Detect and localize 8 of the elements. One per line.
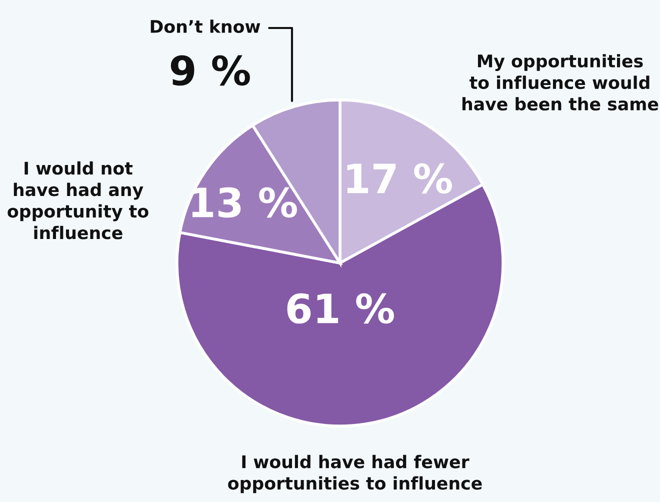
slice-label: I would not have had any opportunity to influence <box>8 161 148 240</box>
slice-label: I would have had fewer opportunities to influence <box>228 454 482 494</box>
data-label: 61 % <box>287 293 394 324</box>
slice-label: Don’t know <box>150 20 260 34</box>
data-label: 17 % <box>347 163 452 194</box>
data-label: 9 % <box>170 55 250 86</box>
data-label: 13 % <box>192 187 297 218</box>
slice-label: My opportunities to influence would have been the same <box>462 54 658 111</box>
